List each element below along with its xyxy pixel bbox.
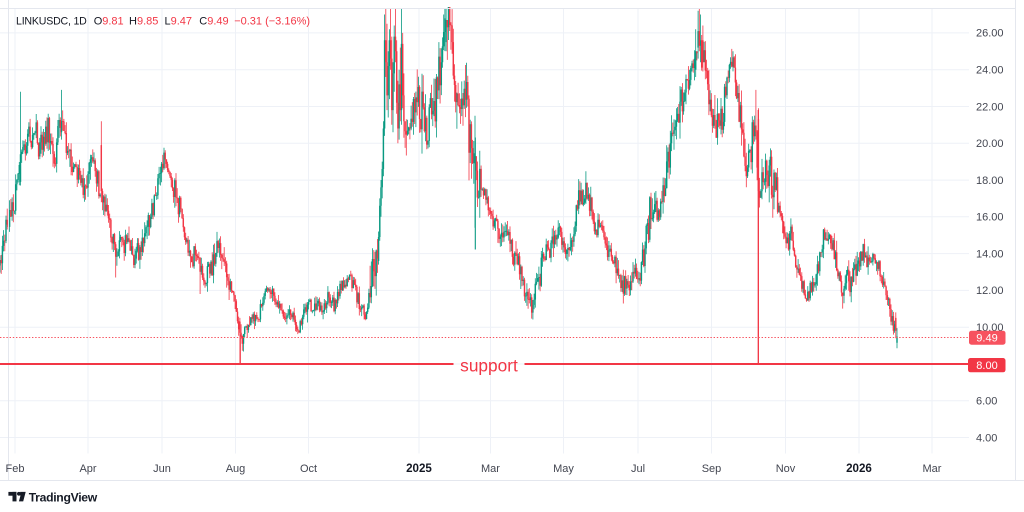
svg-text:Oct: Oct: [300, 463, 317, 475]
svg-text:14.00: 14.00: [976, 248, 1004, 260]
svg-text:6.00: 6.00: [976, 396, 997, 408]
svg-text:22.00: 22.00: [976, 101, 1004, 113]
svg-text:TradingView: TradingView: [29, 490, 98, 504]
svg-text:Jul: Jul: [631, 463, 645, 475]
svg-text:C9.49: C9.49: [199, 16, 228, 28]
svg-text:9.49: 9.49: [976, 333, 997, 345]
svg-text:26.00: 26.00: [976, 28, 1004, 40]
svg-text:4.00: 4.00: [976, 432, 997, 444]
svg-text:8.00: 8.00: [976, 360, 997, 372]
svg-text:Apr: Apr: [79, 463, 96, 475]
svg-text:2026: 2026: [846, 462, 872, 475]
svg-text:24.00: 24.00: [976, 65, 1004, 77]
svg-text:Feb: Feb: [6, 463, 25, 475]
svg-text:H9.85: H9.85: [129, 16, 158, 28]
svg-text:Nov: Nov: [776, 463, 796, 475]
svg-text:16.00: 16.00: [976, 212, 1004, 224]
svg-text:2025: 2025: [406, 462, 432, 475]
svg-text:L9.47: L9.47: [165, 16, 193, 28]
svg-text:Jun: Jun: [153, 463, 171, 475]
svg-text:May: May: [553, 463, 574, 475]
svg-text:−0.31 (−3.16%): −0.31 (−3.16%): [234, 16, 310, 28]
svg-text:20.00: 20.00: [976, 138, 1004, 150]
svg-text:12.00: 12.00: [976, 285, 1004, 297]
svg-text:LINKUSDC, 1D: LINKUSDC, 1D: [16, 16, 87, 28]
svg-text:Aug: Aug: [226, 463, 246, 475]
svg-text:O9.81: O9.81: [94, 16, 124, 28]
svg-text:Sep: Sep: [702, 463, 722, 475]
svg-text:Mar: Mar: [923, 463, 942, 475]
svg-text:support: support: [460, 356, 518, 376]
svg-text:18.00: 18.00: [976, 175, 1004, 187]
svg-text:Mar: Mar: [481, 463, 500, 475]
